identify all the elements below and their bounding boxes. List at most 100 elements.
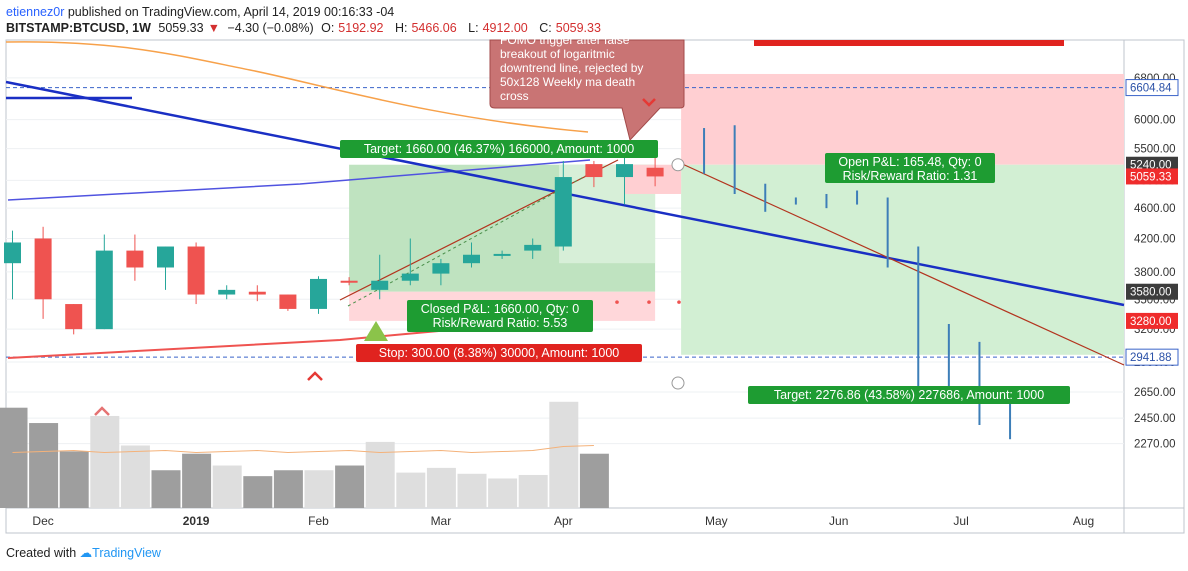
price-tag: [1125, 348, 1179, 366]
short-stop-label-bg: [754, 40, 1064, 46]
price-tag-label: 3280.00: [1130, 316, 1172, 328]
candle-body: [524, 244, 542, 251]
y-tick-label: 2450.00: [1134, 413, 1176, 425]
x-tick-label: Jul: [953, 514, 968, 528]
candle-body: [401, 273, 419, 281]
volume-bar: [396, 472, 426, 508]
volume-ma-line: [12, 445, 594, 454]
last-price: 5059.33: [158, 21, 204, 35]
volume-bar: [182, 453, 212, 508]
author-link[interactable]: etiennez0r: [6, 5, 65, 19]
price-tag: [1126, 283, 1178, 300]
volume-bar: [120, 445, 150, 508]
volume-bar: [304, 470, 334, 508]
long-stop-label-text: Stop: 300.00 (8.38%) 30000, Amount: 1000: [379, 346, 620, 360]
y-tick-label: 6000.00: [1134, 115, 1176, 127]
price-tag: [1125, 79, 1179, 97]
callout-text: cross: [500, 89, 529, 103]
long-closed-label-bg: [407, 300, 593, 332]
ma-blue-line: [7, 159, 591, 201]
falling-line: [677, 161, 1125, 366]
volume-bar: [457, 473, 487, 508]
volume-bar: [273, 470, 303, 508]
tradingview-logo-icon: ☁: [79, 546, 93, 560]
callout-text: FOMO trigger after false: [500, 33, 630, 47]
candle-body: [554, 177, 572, 247]
callout-text: breakout of logaritmic: [500, 47, 615, 61]
volume-bar: [579, 453, 609, 508]
volume-bar: [151, 470, 181, 508]
callout-text: 50x128 Weekly ma death: [500, 75, 635, 89]
candle-body: [310, 278, 327, 309]
publish-info: published on TradingView.com, April 14, …: [67, 5, 395, 19]
price-tag: [1126, 312, 1178, 329]
volume-bar: [29, 423, 59, 508]
volume-bar: [335, 465, 365, 508]
stop-dot: [677, 300, 681, 304]
short-target-label-bg: [748, 386, 1070, 404]
volume-bar: [488, 478, 518, 508]
symbol-name[interactable]: BITSTAMP:BTCUSD, 1W: [6, 21, 151, 35]
candle-body: [493, 253, 511, 256]
x-tick-label: 2019: [183, 514, 210, 528]
y-tick-label: 3800.00: [1134, 267, 1176, 279]
caret-up-icon: [307, 371, 323, 381]
price-tag-label: 5059.33: [1130, 171, 1172, 183]
volume-bar: [549, 401, 579, 508]
candle-body: [4, 242, 21, 264]
ohlc-low: L: 4912.00: [468, 21, 528, 35]
short-pnl-label-text: Risk/Reward Ratio: 1.31: [843, 169, 978, 183]
long-stop-label: Stop: 300.00 (8.38%) 30000, Amount: 1000: [356, 344, 642, 362]
long-stop-label-bg: [356, 344, 642, 362]
candle-body: [371, 280, 389, 290]
drag-handle: [671, 376, 685, 390]
candle-body: [585, 164, 603, 178]
ohlc-high: H: 5466.06: [394, 21, 457, 35]
price-tag-label: 6604.84: [1130, 83, 1172, 95]
candle-body: [65, 304, 83, 330]
x-tick-label: Apr: [554, 514, 573, 528]
chart-header: etiennez0r published on TradingView.com,…: [6, 4, 1176, 36]
candle-body: [340, 280, 358, 283]
volume-bar: [0, 407, 28, 508]
caret-up-icon: [94, 406, 110, 416]
long-closed-label-text: Closed P&L: 1660.00, Qty: 0: [421, 302, 579, 316]
volume-bar: [518, 474, 548, 508]
long-target-label: Target: 1660.00 (46.37%) 166000, Amount:…: [340, 140, 658, 158]
short-pnl-label-text: Open P&L: 165.48, Qty: 0: [838, 155, 981, 169]
y-tick-label: 4200.00: [1134, 233, 1176, 245]
created-with-text: Created with: [6, 546, 77, 560]
volume-bar: [426, 467, 456, 508]
tradingview-brand[interactable]: TradingView: [92, 546, 161, 560]
candle-body: [95, 250, 113, 330]
volume-bar: [243, 476, 273, 508]
callout-bubble: [489, 39, 685, 142]
drag-handle: [671, 158, 685, 172]
short-stop-zone: [681, 73, 1124, 165]
candle-body: [187, 246, 205, 295]
ma-orange-line: [5, 41, 589, 133]
short-target-label-text: Target: 2276.86 (43.58%) 227686, Amount:…: [774, 388, 1044, 402]
long-target-label-text: Target: 1660.00 (46.37%) 166000, Amount:…: [364, 142, 634, 156]
y-tick-label: 5500.00: [1134, 144, 1176, 156]
footer: Created with ☁TradingView: [6, 545, 161, 560]
candle-body: [248, 291, 266, 295]
buy-triangle-icon: [364, 321, 388, 341]
x-tick-label: May: [705, 514, 728, 528]
stop-dot: [615, 300, 619, 304]
volume-bar: [212, 465, 242, 508]
publish-line: etiennez0r published on TradingView.com,…: [6, 4, 1176, 20]
down-arrow-icon: ▼: [207, 21, 220, 35]
candle-body: [432, 263, 450, 274]
y-tick-label: 2270.00: [1134, 439, 1176, 451]
x-tick-label: Aug: [1073, 514, 1094, 528]
long-target-label-bg: [340, 140, 658, 158]
volume-bar: [90, 415, 120, 508]
ohlc-open: O: 5192.92: [321, 21, 384, 35]
candle-body: [646, 167, 664, 177]
volume-bar: [59, 451, 89, 508]
candle-body: [34, 238, 52, 300]
